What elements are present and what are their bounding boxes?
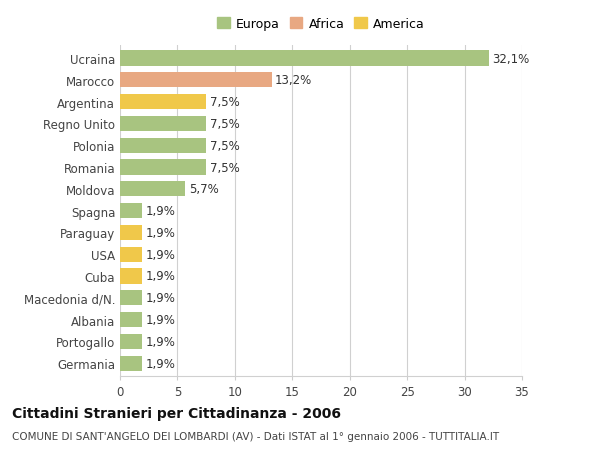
Text: 1,9%: 1,9%	[145, 270, 175, 283]
Text: 5,7%: 5,7%	[189, 183, 218, 196]
Bar	[120, 247, 142, 262]
Text: 1,9%: 1,9%	[145, 205, 175, 218]
Text: 32,1%: 32,1%	[492, 52, 529, 66]
Text: 1,9%: 1,9%	[145, 357, 175, 370]
Text: 1,9%: 1,9%	[145, 313, 175, 326]
Text: 1,9%: 1,9%	[145, 226, 175, 239]
Bar	[120, 225, 142, 241]
Bar	[120, 356, 142, 371]
Text: 1,9%: 1,9%	[145, 248, 175, 261]
Text: 7,5%: 7,5%	[209, 161, 239, 174]
Bar	[120, 291, 142, 306]
Legend: Europa, Africa, America: Europa, Africa, America	[215, 15, 427, 33]
Bar	[120, 312, 142, 327]
Bar	[120, 73, 272, 88]
Bar	[120, 269, 142, 284]
Text: 7,5%: 7,5%	[209, 118, 239, 131]
Bar	[120, 182, 185, 197]
Bar	[120, 203, 142, 219]
Text: Cittadini Stranieri per Cittadinanza - 2006: Cittadini Stranieri per Cittadinanza - 2…	[12, 406, 341, 420]
Bar	[120, 334, 142, 349]
Text: 13,2%: 13,2%	[275, 74, 313, 87]
Text: 1,9%: 1,9%	[145, 291, 175, 305]
Bar	[120, 95, 206, 110]
Text: 7,5%: 7,5%	[209, 140, 239, 152]
Text: COMUNE DI SANT'ANGELO DEI LOMBARDI (AV) - Dati ISTAT al 1° gennaio 2006 - TUTTIT: COMUNE DI SANT'ANGELO DEI LOMBARDI (AV) …	[12, 431, 499, 442]
Bar	[120, 51, 488, 67]
Text: 1,9%: 1,9%	[145, 335, 175, 348]
Bar	[120, 138, 206, 153]
Text: 7,5%: 7,5%	[209, 96, 239, 109]
Bar	[120, 160, 206, 175]
Bar	[120, 117, 206, 132]
